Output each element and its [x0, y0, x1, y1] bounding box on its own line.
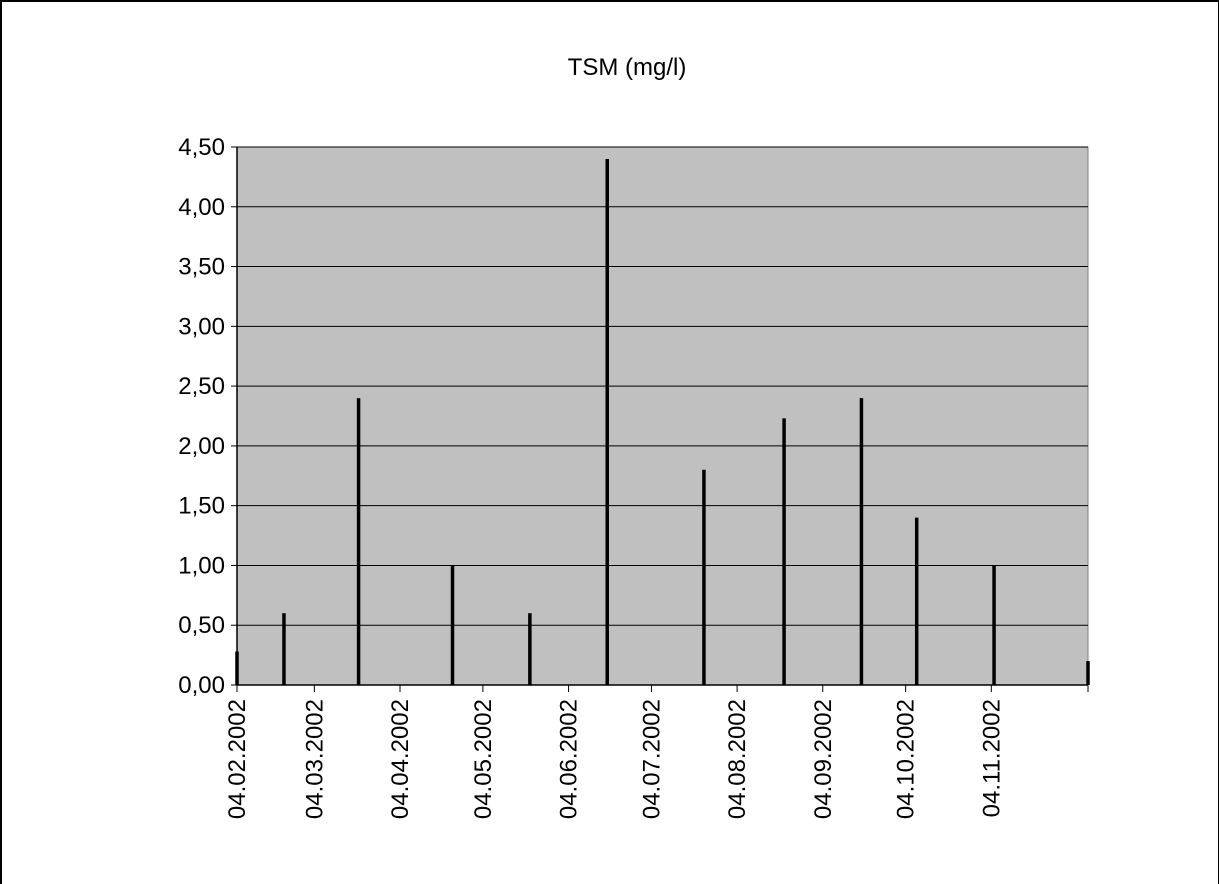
- x-tick-label: 04.04.2002: [387, 699, 414, 819]
- x-tick-label: 04.03.2002: [301, 699, 328, 819]
- x-tick-label: 04.06.2002: [556, 699, 583, 819]
- y-tick-label: 1,00: [178, 552, 225, 579]
- y-tick-label: 0,50: [178, 612, 225, 639]
- y-tick-label: 4,50: [178, 134, 225, 161]
- x-tick-label: 04.07.2002: [638, 699, 665, 819]
- x-tick-label: 04.09.2002: [810, 699, 837, 819]
- y-tick-label: 1,50: [178, 493, 225, 520]
- gridlines: [237, 146, 1088, 626]
- y-tick-label: 2,50: [178, 373, 225, 400]
- y-tick-label: 0,00: [178, 672, 225, 699]
- chart-title: TSM (mg/l): [568, 54, 687, 81]
- x-tick-label: 04.08.2002: [724, 699, 751, 819]
- y-tick-label: 4,00: [178, 194, 225, 221]
- x-tick-label: 04.10.2002: [893, 699, 920, 819]
- axes: [231, 146, 1089, 692]
- x-tick-label: 04.11.2002: [978, 699, 1005, 817]
- y-tick-label: 2,00: [178, 433, 225, 460]
- y-tick-labels: 0,00 0,50 1,00 1,50 2,00 2,50 3,00 3,50 4,00 4,50: [178, 134, 225, 699]
- x-tick-labels: 04.02.2002 04.03.2002 04.04.2002 04.05.2002…: [224, 699, 1005, 819]
- x-tick-label: 04.05.2002: [470, 699, 497, 819]
- x-tick-label: 04.02.2002: [224, 699, 251, 819]
- y-tick-label: 3,00: [178, 313, 225, 340]
- plot-area: [236, 146, 1089, 686]
- y-tick-label: 3,50: [178, 254, 225, 281]
